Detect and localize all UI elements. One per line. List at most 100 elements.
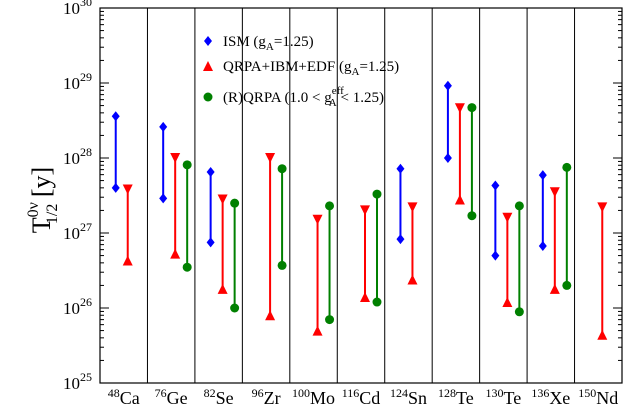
y-tick-label: 1027 bbox=[63, 220, 92, 243]
diamond-marker-low bbox=[491, 250, 500, 261]
y-tick-exponent: 28 bbox=[80, 145, 92, 159]
legend-circle-marker bbox=[203, 92, 213, 102]
circle-marker-high bbox=[277, 164, 287, 174]
category-mass: 116 bbox=[342, 386, 360, 400]
y-tick-label: 1028 bbox=[63, 145, 92, 168]
triangle-marker-high bbox=[217, 194, 228, 205]
triangle-marker-low bbox=[170, 248, 181, 259]
category-mass: 128 bbox=[438, 386, 456, 400]
diamond-marker-high bbox=[111, 111, 120, 122]
diamond-marker-high bbox=[396, 163, 405, 174]
category-label: 128Te bbox=[438, 386, 474, 408]
category-label: 124Sn bbox=[390, 386, 427, 408]
category-symbol: Te bbox=[456, 388, 474, 408]
legend-label-main: (R)QRPA (1.0 < g bbox=[223, 90, 332, 106]
category-label: 130Te bbox=[485, 386, 521, 408]
triangle-marker-low bbox=[454, 194, 465, 205]
circle-marker-high bbox=[467, 103, 477, 113]
y-axis-title: T0ν 1/2 [y] bbox=[25, 167, 61, 233]
triangle-marker-high bbox=[360, 205, 370, 216]
triangle-marker-high bbox=[312, 214, 323, 225]
circle-marker-high bbox=[514, 201, 524, 211]
category-symbol: Zr bbox=[264, 388, 281, 408]
triangle-marker-high bbox=[597, 202, 608, 213]
triangle-marker-high bbox=[122, 184, 133, 195]
category-mass: 150 bbox=[578, 386, 596, 400]
category-label: 82Se bbox=[204, 386, 234, 408]
diamond-marker-low bbox=[443, 153, 452, 163]
category-label: 76Ge bbox=[155, 386, 188, 408]
category-mass: 82 bbox=[204, 386, 216, 400]
category-symbol: Se bbox=[216, 388, 234, 408]
category-label: 150Nd bbox=[578, 386, 618, 408]
y-tick-label: 1025 bbox=[63, 370, 92, 393]
plot-frame bbox=[99, 7, 623, 384]
y-tick-base: 10 bbox=[63, 74, 80, 93]
triangle-marker-low bbox=[407, 274, 418, 285]
triangle-marker-high bbox=[502, 212, 513, 223]
circle-marker-low bbox=[562, 280, 572, 290]
triangle-marker-low bbox=[360, 292, 370, 303]
y-axis-title-unit: [y] bbox=[27, 167, 56, 204]
category-label: 100Mo bbox=[292, 386, 335, 408]
diamond-marker-high bbox=[491, 180, 500, 191]
legend-label-sub: A bbox=[351, 66, 359, 78]
category-symbol: Cd bbox=[359, 388, 380, 408]
legend-label-sub: A bbox=[266, 41, 274, 53]
legend-label-sup: eff bbox=[332, 85, 344, 97]
circle-marker-high bbox=[325, 201, 335, 211]
diamond-marker-high bbox=[538, 170, 547, 181]
y-tick-base: 10 bbox=[63, 374, 80, 393]
y-tick-exponent: 25 bbox=[80, 370, 92, 384]
legend-triangle-marker bbox=[203, 61, 213, 71]
y-tick-label: 1026 bbox=[63, 295, 92, 318]
diamond-marker-high bbox=[206, 167, 215, 178]
legend-diamond-marker bbox=[204, 36, 212, 46]
legend-label: ISM (gA=1.25) bbox=[223, 34, 314, 53]
diamond-marker-low bbox=[206, 237, 215, 248]
plot-area bbox=[111, 8, 608, 383]
circle-marker-high bbox=[372, 189, 382, 199]
y-axis-title-sup: 0ν bbox=[25, 202, 42, 217]
circle-marker-low bbox=[277, 260, 287, 270]
y-tick-base: 10 bbox=[63, 149, 80, 168]
circle-marker-low bbox=[514, 307, 524, 317]
triangle-marker-high bbox=[407, 202, 418, 213]
legend-label-tail: < 1.25) bbox=[337, 90, 384, 106]
triangle-marker-low bbox=[217, 283, 228, 294]
triangle-marker-low bbox=[549, 283, 560, 294]
category-symbol: Te bbox=[503, 388, 521, 408]
triangle-marker-low bbox=[502, 297, 513, 308]
triangle-marker-low bbox=[265, 310, 276, 321]
triangle-marker-low bbox=[312, 325, 323, 336]
legend: ISM (gA=1.25)QRPA+IBM+EDF (gA=1.25)(R)QR… bbox=[223, 34, 399, 109]
y-tick-label: 1030 bbox=[63, 0, 92, 18]
category-symbol: Mo bbox=[310, 388, 335, 408]
category-symbol: Sn bbox=[408, 388, 427, 408]
legend-label: (R)QRPA (1.0 < geff A < 1.25) bbox=[223, 85, 384, 109]
triangle-marker-high bbox=[454, 103, 465, 114]
y-tick-exponent: 26 bbox=[80, 295, 92, 309]
circle-marker-high bbox=[562, 162, 572, 172]
category-symbol: Ca bbox=[120, 388, 140, 408]
y-tick-exponent: 29 bbox=[80, 70, 92, 84]
circle-marker-low bbox=[182, 262, 192, 272]
legend-label-tail: =1.25) bbox=[359, 59, 399, 75]
category-label: 116Cd bbox=[342, 386, 381, 408]
circle-marker-high bbox=[182, 160, 192, 170]
diamond-marker-low bbox=[396, 234, 405, 245]
y-tick-exponent: 27 bbox=[80, 220, 92, 234]
category-mass: 76 bbox=[155, 386, 167, 400]
category-symbol: Nd bbox=[596, 388, 618, 408]
category-symbol: Xe bbox=[549, 388, 570, 408]
y-tick-exponent: 30 bbox=[80, 0, 92, 9]
circle-marker-low bbox=[372, 297, 382, 307]
circle-marker-low bbox=[230, 303, 240, 313]
legend-label: QRPA+IBM+EDF (gA=1.25) bbox=[223, 59, 399, 78]
y-tick-label: 1029 bbox=[63, 70, 92, 93]
y-axis-title-base: T bbox=[27, 217, 56, 233]
category-label: 48Ca bbox=[108, 386, 140, 408]
legend-label-main: QRPA+IBM+EDF (g bbox=[223, 59, 352, 75]
